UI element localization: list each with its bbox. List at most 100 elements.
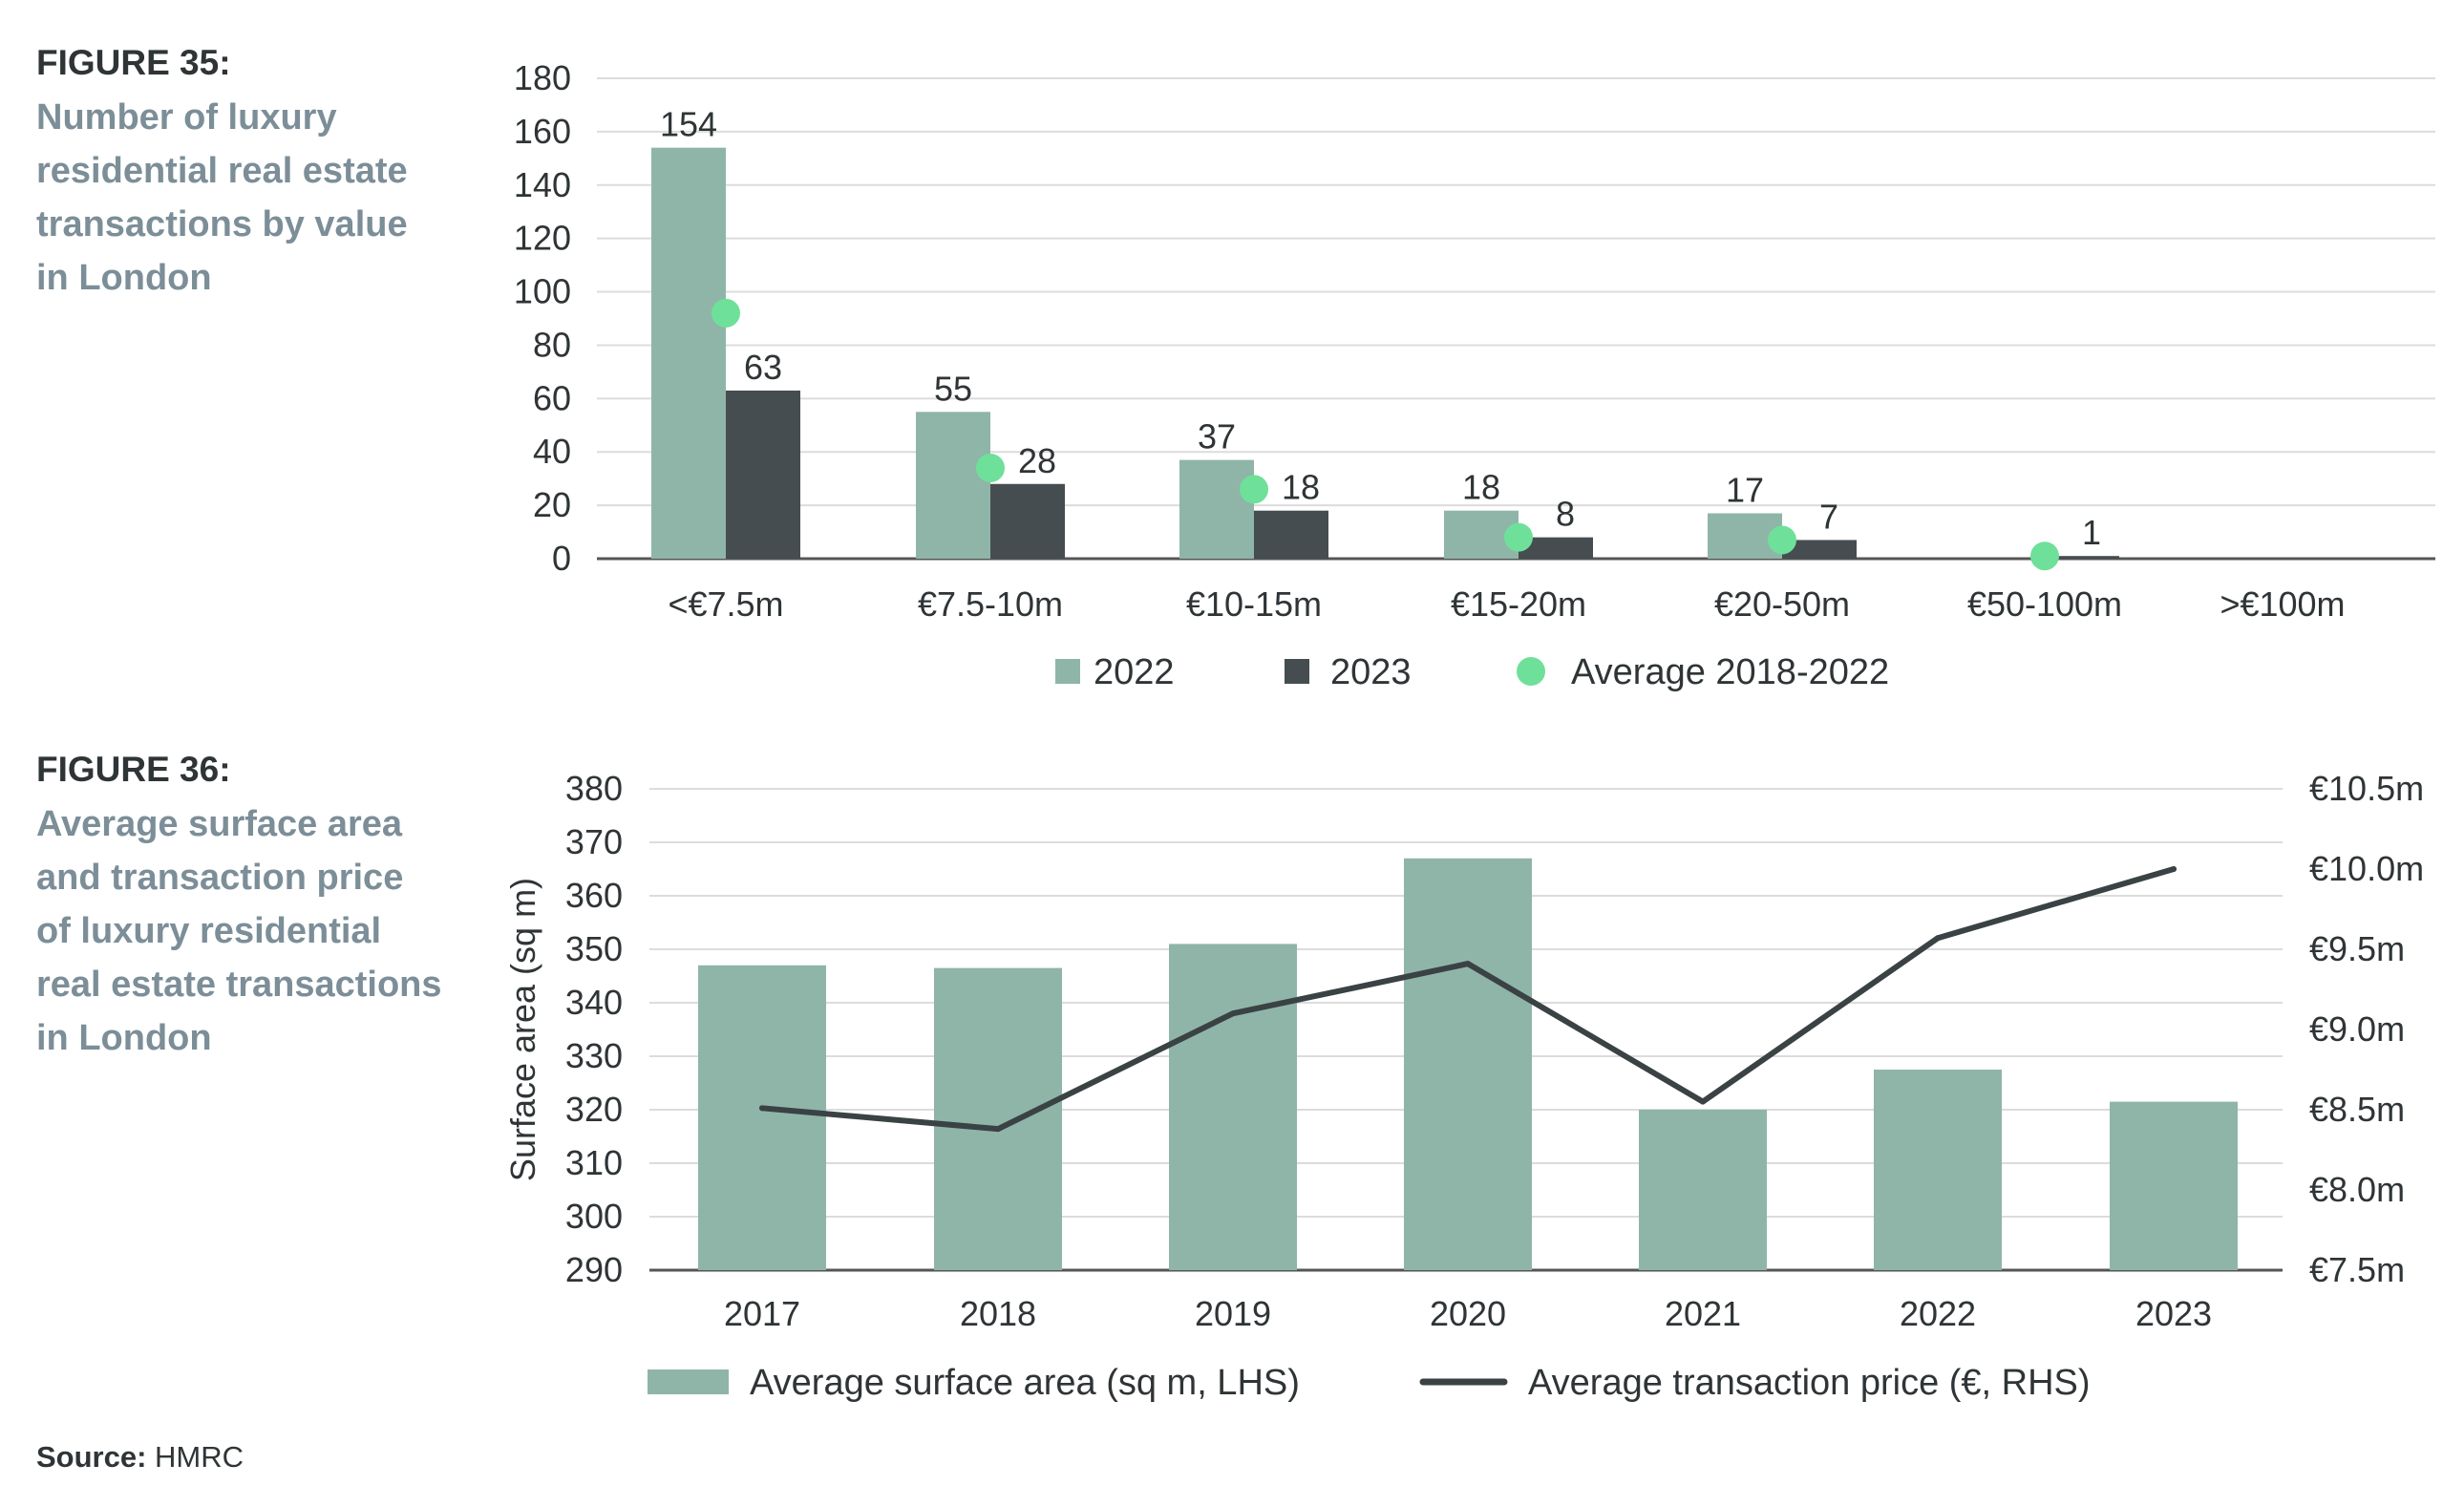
x-tick-label: >€100m bbox=[2220, 584, 2345, 624]
y-tick-label: 320 bbox=[565, 1090, 623, 1129]
y-tick-label: 140 bbox=[514, 165, 571, 204]
y-tick-label: 40 bbox=[533, 432, 571, 471]
x-tick-label: €15-20m bbox=[1451, 584, 1586, 624]
bar-surface-area bbox=[2110, 1101, 2238, 1270]
bar-2023 bbox=[2045, 556, 2119, 559]
y2-tick-label: €8.0m bbox=[2309, 1170, 2405, 1209]
figure-35-title: Number of luxury residential real estate… bbox=[36, 97, 408, 298]
bar-2022 bbox=[651, 147, 726, 559]
bar-2023 bbox=[1782, 540, 1857, 559]
line-point bbox=[1230, 1010, 1236, 1017]
bar-2022 bbox=[1179, 459, 1254, 559]
bar-2023 bbox=[1519, 537, 1593, 559]
bar-2022 bbox=[916, 412, 990, 559]
line-point bbox=[1465, 961, 1471, 967]
average-dot bbox=[1240, 475, 1268, 504]
data-label: 55 bbox=[934, 369, 972, 408]
legend-swatch-average bbox=[1517, 657, 1545, 686]
line-point bbox=[1935, 935, 1941, 942]
y2-tick-label: €7.5m bbox=[2309, 1250, 2405, 1289]
figure-35-label: FIGURE 35: bbox=[36, 43, 231, 82]
y-tick-label: 310 bbox=[565, 1143, 623, 1182]
bar-2023 bbox=[726, 390, 800, 559]
line-point bbox=[2171, 866, 2177, 872]
y-tick-label: 80 bbox=[533, 325, 571, 364]
y-tick-label: 330 bbox=[565, 1036, 623, 1075]
figure-36-title: Average surface area and transaction pri… bbox=[36, 804, 442, 1058]
data-label: 18 bbox=[1462, 468, 1500, 507]
bar-2023 bbox=[990, 483, 1065, 559]
figure-35-chart: 0 20 40 60 80 100 120 140 160 180 <€7.5m 154 63 €7.5-… bbox=[514, 58, 2435, 692]
legend-label-2023: 2023 bbox=[1330, 652, 1412, 692]
legend-label-2022: 2022 bbox=[1094, 652, 1175, 692]
y-tick-label: 350 bbox=[565, 929, 623, 968]
average-dot bbox=[976, 453, 1005, 482]
x-tick-label: <€7.5m bbox=[668, 584, 783, 624]
data-label: 7 bbox=[1819, 497, 1838, 536]
bar-surface-area bbox=[1639, 1110, 1767, 1270]
data-label: 1 bbox=[2082, 513, 2101, 552]
average-dot bbox=[1768, 525, 1796, 555]
bar-surface-area bbox=[1874, 1070, 2002, 1270]
data-label: 17 bbox=[1726, 470, 1764, 509]
y2-tick-label: €8.5m bbox=[2309, 1090, 2405, 1129]
x-tick-label: 2023 bbox=[2135, 1294, 2212, 1333]
average-dot bbox=[2030, 541, 2059, 571]
data-label: 37 bbox=[1198, 417, 1236, 456]
x-tick-label: 2021 bbox=[1665, 1294, 1741, 1333]
x-tick-label: 2022 bbox=[1900, 1294, 1976, 1333]
x-tick-label: 2019 bbox=[1195, 1294, 1271, 1333]
x-tick-label: 2017 bbox=[724, 1294, 800, 1333]
data-label: 63 bbox=[744, 348, 782, 387]
y-tick-label: 100 bbox=[514, 272, 571, 311]
y2-tick-label: €9.5m bbox=[2309, 929, 2405, 968]
bar-surface-area bbox=[698, 965, 826, 1270]
source-label: Source: bbox=[36, 1440, 147, 1474]
bar-surface-area bbox=[1169, 944, 1297, 1270]
data-label: 8 bbox=[1556, 495, 1575, 534]
y-tick-label: 300 bbox=[565, 1197, 623, 1236]
x-tick-label: 2020 bbox=[1430, 1294, 1506, 1333]
y2-tick-label: €9.0m bbox=[2309, 1009, 2405, 1049]
source-value: HMRC bbox=[155, 1440, 244, 1474]
x-tick-label: €10-15m bbox=[1186, 584, 1322, 624]
average-dot bbox=[1504, 522, 1533, 552]
data-label: 28 bbox=[1018, 441, 1056, 480]
line-point bbox=[995, 1126, 1001, 1133]
bar-surface-area bbox=[1404, 858, 1532, 1270]
bar-surface-area bbox=[934, 967, 1062, 1270]
source-note: Source: HMRC bbox=[36, 1440, 244, 1475]
bar-2023 bbox=[1254, 510, 1328, 559]
y-tick-label: 120 bbox=[514, 219, 571, 258]
figure-36-label: FIGURE 36: bbox=[36, 750, 231, 789]
y-tick-label: 20 bbox=[533, 485, 571, 524]
y-tick-label: 380 bbox=[565, 769, 623, 808]
y-tick-label: 340 bbox=[565, 983, 623, 1022]
legend-label-surface-area: Average surface area (sq m, LHS) bbox=[750, 1363, 1300, 1403]
legend-label-average: Average 2018-2022 bbox=[1571, 652, 1889, 692]
legend-swatch-2023 bbox=[1285, 659, 1309, 684]
y2-tick-label: €10.5m bbox=[2309, 769, 2424, 808]
line-point bbox=[759, 1105, 765, 1112]
legend-swatch-surface-area bbox=[648, 1369, 729, 1394]
y2-tick-label: €10.0m bbox=[2309, 849, 2424, 888]
figure-36-chart: 290 300 310 320 330 340 350 360 370 380 €7.5m €8.0m… bbox=[503, 769, 2424, 1403]
legend-label-transaction-price: Average transaction price (€, RHS) bbox=[1528, 1363, 2091, 1403]
average-dot bbox=[712, 298, 740, 328]
x-tick-label: 2018 bbox=[960, 1294, 1036, 1333]
data-label: 154 bbox=[660, 105, 717, 144]
y-tick-label: 290 bbox=[565, 1250, 623, 1289]
y-tick-label: 180 bbox=[514, 58, 571, 97]
y-tick-label: 60 bbox=[533, 378, 571, 417]
line-point bbox=[1700, 1098, 1706, 1105]
y-tick-label: 370 bbox=[565, 822, 623, 861]
y-tick-label: 360 bbox=[565, 876, 623, 915]
x-tick-label: €50-100m bbox=[1967, 584, 2122, 624]
legend-swatch-2022 bbox=[1055, 659, 1080, 684]
x-tick-label: €7.5-10m bbox=[918, 584, 1063, 624]
data-label: 18 bbox=[1282, 468, 1320, 507]
x-tick-label: €20-50m bbox=[1714, 584, 1850, 624]
y-tick-label: 160 bbox=[514, 112, 571, 151]
y-axis-title: Surface area (sq m) bbox=[503, 878, 542, 1181]
y-tick-label: 0 bbox=[552, 539, 571, 578]
